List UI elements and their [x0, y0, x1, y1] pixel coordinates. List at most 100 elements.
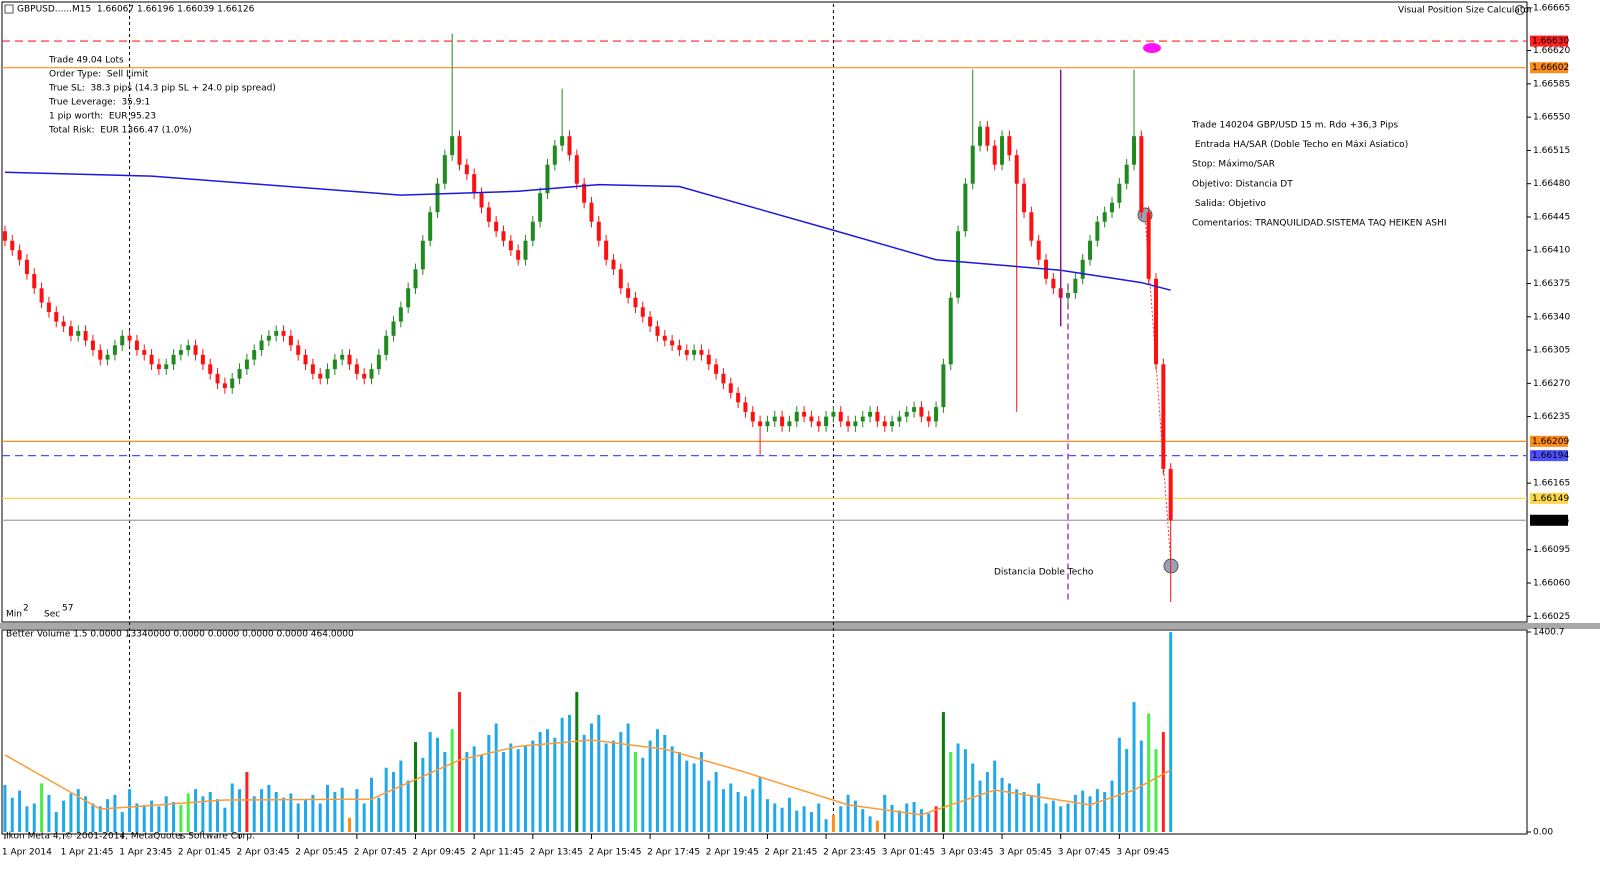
volume-bar — [157, 806, 161, 832]
candle-body — [1168, 468, 1173, 521]
volume-panel-frame — [1, 629, 1528, 835]
candle-body — [772, 416, 777, 422]
volume-bar — [883, 794, 887, 832]
candle-body — [193, 345, 198, 355]
x-tick-label: 3 Apr 05:45 — [999, 848, 1052, 858]
y-tick-label: 1.66410 — [1533, 246, 1570, 256]
volume-bar — [575, 692, 579, 832]
candle-body — [794, 411, 799, 422]
candle-body — [736, 392, 741, 403]
candle-body — [24, 259, 29, 275]
volume-bar — [450, 729, 454, 832]
symbol-icon[interactable] — [4, 4, 14, 14]
volume-bar — [194, 789, 198, 832]
volume-bar — [721, 789, 725, 832]
candle-body — [904, 411, 909, 417]
trade-line — [1144, 214, 1172, 567]
target-marker — [1143, 43, 1161, 53]
volume-bar — [780, 807, 784, 832]
volume-bar — [69, 793, 73, 832]
panel-separator — [0, 623, 1600, 629]
candle-body — [310, 364, 315, 374]
trade-info: Order Type: Sell Limit — [49, 70, 149, 80]
candle-body — [912, 407, 917, 412]
volume-bar — [1103, 792, 1107, 832]
candle-body — [1080, 259, 1085, 279]
volume-bar — [941, 712, 945, 832]
volume-bar — [655, 729, 659, 832]
candle-body — [244, 359, 249, 370]
candle-body — [684, 350, 689, 355]
volume-bar — [589, 723, 593, 832]
candle-body — [178, 350, 183, 355]
price-level-tag — [1530, 35, 1568, 47]
x-tick-label: 2 Apr 05:45 — [295, 848, 348, 858]
candle-body — [963, 183, 968, 232]
candle-body — [120, 335, 125, 346]
volume-bar — [553, 737, 557, 832]
candle-body — [589, 202, 594, 222]
candle-body — [1036, 240, 1041, 260]
y-tick-label: 1.66305 — [1533, 346, 1570, 356]
candle-body — [105, 354, 110, 360]
volume-bar — [824, 819, 828, 832]
volume-bar — [98, 806, 102, 832]
candle-body — [325, 369, 330, 379]
candle-body — [215, 373, 220, 384]
volume-bar — [76, 789, 80, 832]
y-tick-label: 1.66270 — [1533, 379, 1570, 389]
volume-bar — [1154, 749, 1158, 832]
price-level-tag — [1530, 492, 1568, 504]
candle-body — [32, 274, 37, 289]
price-level-label: 1.66630 — [1532, 37, 1569, 47]
candle-body — [266, 335, 271, 341]
candle-body — [1161, 364, 1166, 469]
x-tick-label: 3 Apr 07:45 — [1058, 848, 1111, 858]
volume-bar — [443, 752, 447, 832]
volume-bar — [567, 714, 571, 832]
candle-body — [552, 145, 557, 165]
volume-bar — [978, 780, 982, 832]
candle-body — [574, 155, 579, 184]
volume-bar — [84, 796, 88, 832]
volume-bar — [274, 792, 278, 832]
close-icon[interactable] — [1515, 5, 1525, 15]
volume-bar — [494, 723, 498, 832]
chart-layer: 1.66665 1.66620 1.66585 1.66550 1.66515 1.664… — [2, 3, 1571, 857]
y-tick-label: 1.66620 — [1533, 46, 1570, 56]
volume-bar — [25, 806, 29, 832]
y-tick-label: 0.00 — [1533, 828, 1553, 838]
volume-bar — [1088, 796, 1092, 832]
candle-body — [530, 221, 535, 241]
volume-bar — [1029, 794, 1033, 832]
candle-body — [926, 416, 931, 422]
candle-body — [369, 369, 374, 379]
volume-bar — [362, 803, 366, 832]
volume-bar — [604, 743, 608, 832]
volume-bar — [1066, 803, 1070, 832]
candle-body — [332, 359, 337, 370]
comment: Objetivo: Distancia DT — [1192, 179, 1293, 189]
candle-body — [1132, 136, 1137, 165]
volume-bar — [414, 742, 418, 832]
volume-bar — [692, 763, 696, 832]
candle-body — [780, 416, 785, 427]
volume-bar — [18, 790, 22, 832]
timer-min: 2 — [23, 604, 29, 614]
volume-bar — [707, 780, 711, 832]
x-tick-label: 2 Apr 03:45 — [237, 848, 290, 858]
volume-bar — [956, 743, 960, 832]
volume-bar — [1132, 702, 1136, 832]
volume-bar — [1147, 713, 1151, 832]
candle-body — [1110, 202, 1115, 213]
volume-bar — [670, 746, 674, 832]
candle-body — [318, 373, 323, 379]
candle-body — [816, 421, 821, 427]
volume-bar — [509, 743, 513, 832]
comment: Stop: Máximo/SAR — [1192, 160, 1275, 170]
x-tick-label: 2 Apr 15:45 — [588, 848, 641, 858]
candle-body — [428, 212, 433, 241]
candle-body — [384, 335, 389, 355]
volume-bar — [479, 754, 483, 832]
